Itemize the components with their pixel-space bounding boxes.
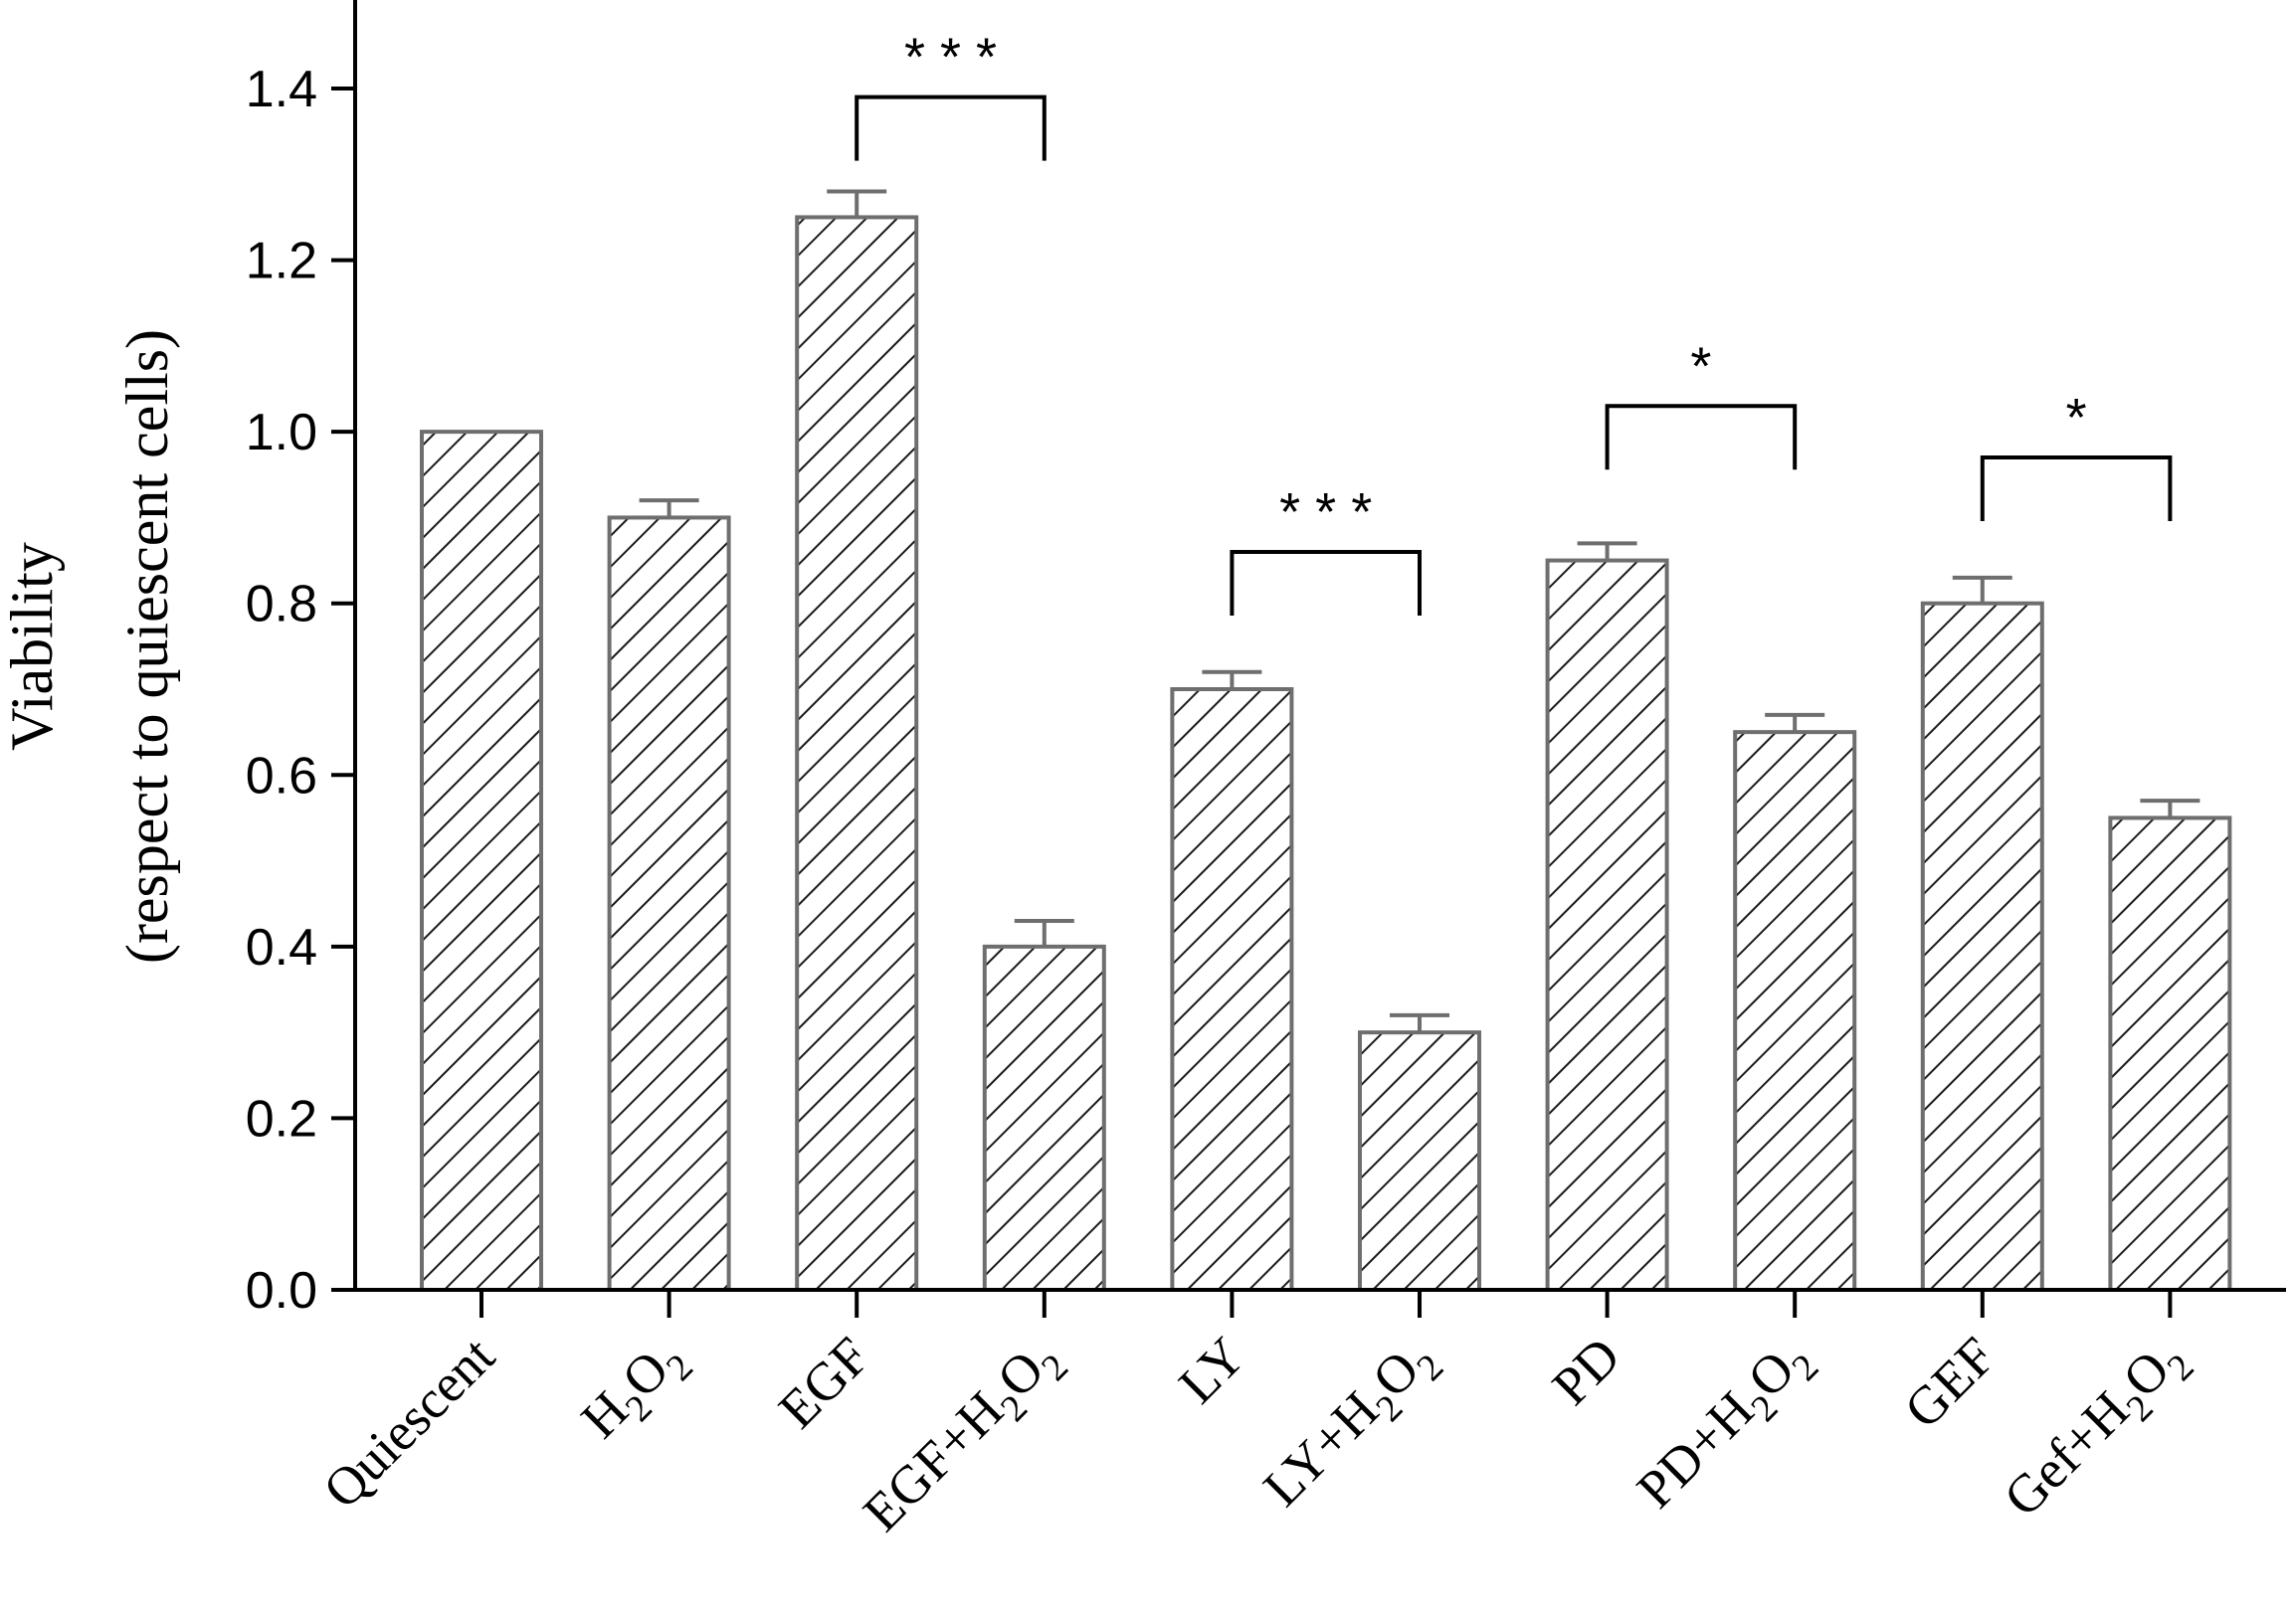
category-label: GEF (1893, 1326, 2007, 1440)
bar-gef-h2o2 (2108, 815, 2232, 1293)
significance-bracket (1605, 404, 1798, 470)
y-axis-title-line1: Viability (0, 542, 65, 751)
category-label: LY (1167, 1326, 1256, 1415)
significance-label: * * * (904, 28, 997, 88)
y-axis-title-line2: (respect to quiescent cells) (114, 329, 180, 964)
category-label: EGF (767, 1326, 881, 1440)
error-bars (639, 189, 2200, 1033)
category-label: PD (1541, 1326, 1631, 1416)
category-label: Quiescent (311, 1326, 505, 1520)
y-tick-label: 0.4 (246, 919, 317, 977)
category-label: Gef+H2O2 (1993, 1326, 2202, 1535)
category-label: PD+H2O2 (1625, 1326, 1827, 1528)
y-tick-label: 0.6 (246, 747, 317, 805)
significance-label: * (1690, 336, 1711, 396)
y-tick-label: 0.2 (246, 1090, 317, 1148)
y-tick-label: 1.0 (246, 404, 317, 461)
bar-pd-h2o2 (1733, 730, 1857, 1292)
significance-brackets: * * * * * * * * (855, 28, 2173, 616)
bar-ly-h2o2 (1358, 1030, 1481, 1292)
category-label: EGF+H2O2 (852, 1326, 1076, 1550)
bars (420, 215, 2232, 1293)
significance-bracket (855, 94, 1047, 161)
significance-label: * * * (1279, 482, 1372, 542)
significance-bracket (1980, 455, 2173, 522)
significance-bracket (1230, 549, 1422, 616)
category-label: LY+H2O2 (1251, 1326, 1451, 1526)
bar-gef (1920, 601, 2044, 1292)
y-tick-label: 1.2 (246, 233, 317, 290)
bar-egf-h2o2 (982, 944, 1106, 1292)
y-axis-title: Viability (respect to quiescent cells) (0, 329, 180, 964)
bar-quiescent (420, 430, 543, 1292)
bar-pd (1545, 558, 1669, 1292)
y-axis: 0.0 0.2 0.4 0.6 0.8 1.0 1.2 1.4 (246, 0, 357, 1320)
bar-h2o2 (607, 515, 731, 1292)
category-label: H2O2 (570, 1326, 701, 1457)
bar-ly (1170, 687, 1294, 1292)
bar-egf (795, 215, 919, 1292)
x-axis (353, 1288, 2286, 1318)
y-tick-label: 1.4 (246, 61, 317, 118)
significance-label: * (2066, 388, 2087, 448)
y-tick-label: 0.0 (246, 1262, 317, 1320)
y-tick-label: 0.8 (246, 576, 317, 633)
